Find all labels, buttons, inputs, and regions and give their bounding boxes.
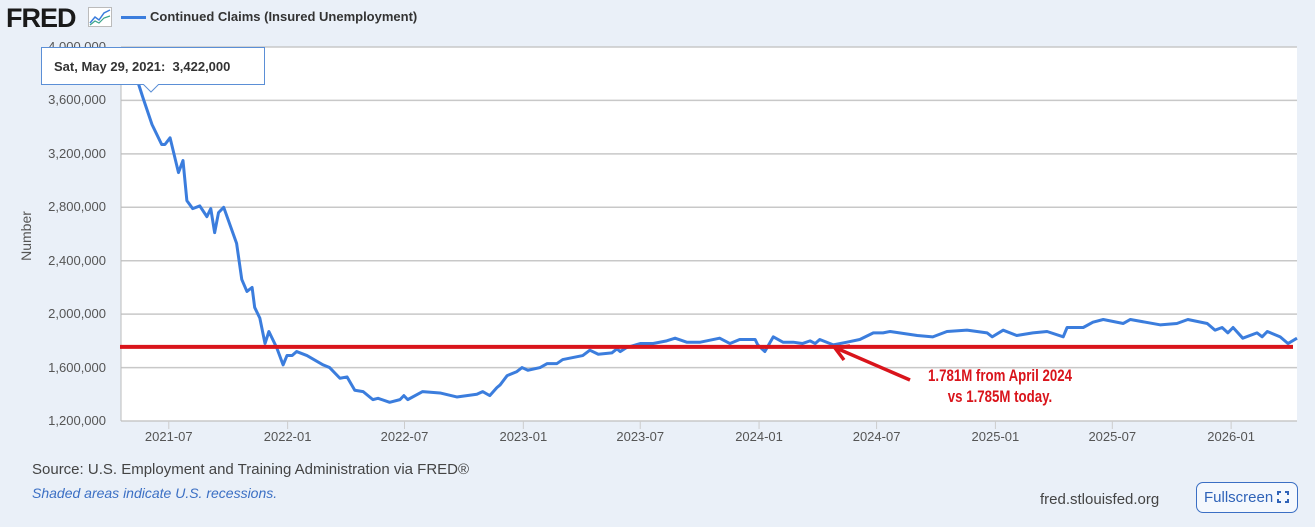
legend-swatch: [121, 16, 146, 19]
tooltip-pointer: [142, 84, 160, 93]
y-tick-label: 2,400,000: [48, 252, 106, 268]
y-tick-label: 2,800,000: [48, 199, 106, 215]
tooltip-date: Sat, May 29, 2021:: [54, 59, 166, 74]
annotation-line2: vs 1.785M today.: [947, 387, 1053, 406]
x-tick-label: 2024-07: [852, 429, 901, 444]
y-tick-label: 3,600,000: [48, 92, 106, 108]
x-tick-label: 2022-01: [263, 429, 312, 444]
plot-background: [121, 47, 1297, 421]
arrow-head: [831, 344, 851, 362]
x-tick-label: 2026-01: [1207, 429, 1255, 444]
x-tick-label: 2025-07: [1088, 429, 1137, 444]
source-note: Source: U.S. Employment and Training Adm…: [32, 461, 470, 478]
line-chart-icon: [88, 7, 112, 27]
x-tick-label: 2025-01: [971, 429, 1020, 444]
x-tick-label: 2023-01: [499, 429, 548, 444]
fullscreen-button[interactable]: Fullscreen: [1196, 482, 1298, 513]
series-line: [120, 76, 1298, 404]
y-tick-label: 2,000,000: [48, 306, 106, 322]
fred-logo[interactable]: FRED: [6, 3, 76, 33]
recession-note: Shaded areas indicate U.S. recessions.: [32, 485, 278, 501]
x-tick-label: 2021-07: [144, 429, 193, 444]
annotation-line1: 1.781M from April 2024: [928, 366, 1072, 385]
y-tick-label: 1,200,000: [48, 413, 106, 428]
site-link[interactable]: fred.stlouisfed.org: [1040, 491, 1160, 508]
legend-label[interactable]: Continued Claims (Insured Unemployment): [150, 9, 418, 24]
annotation-arrow: [835, 346, 911, 382]
x-tick-label: 2022-07: [380, 429, 429, 444]
expand-icon: [1277, 491, 1290, 503]
x-tick-label: 2023-07: [616, 429, 665, 444]
tooltip-value: 3,422,000: [172, 59, 231, 74]
tooltip: Sat, May 29, 2021: 3,422,000: [41, 47, 265, 85]
x-tick-label: 2024-01: [735, 429, 783, 444]
fullscreen-label: Fullscreen: [1204, 489, 1274, 506]
y-tick-label: 3,200,000: [48, 145, 106, 161]
y-tick-label: 1,600,000: [48, 359, 106, 375]
